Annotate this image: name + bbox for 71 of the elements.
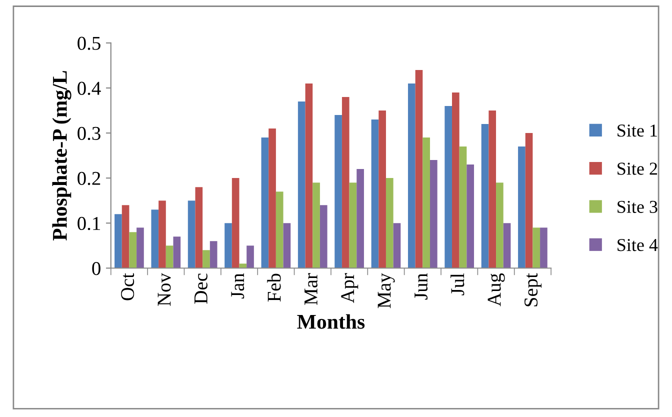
bar <box>371 120 379 268</box>
x-tick-label: Jan <box>231 273 244 299</box>
x-tick-label: Oct <box>121 273 134 300</box>
bar <box>466 164 474 268</box>
legend-label: Site 1 <box>618 124 657 137</box>
bar <box>444 106 452 268</box>
bar <box>158 200 166 268</box>
bar <box>320 205 328 268</box>
bar <box>503 223 511 268</box>
y-tick-label: 0.4 <box>78 82 101 96</box>
bar <box>386 178 394 268</box>
bar <box>151 210 159 268</box>
bar <box>459 146 467 268</box>
legend-label: Site 2 <box>618 162 658 175</box>
bar <box>540 228 548 268</box>
bar <box>481 124 489 268</box>
y-tick-label: 0.1 <box>78 216 100 230</box>
bar <box>195 187 203 268</box>
x-tick-label: Mar <box>304 273 318 305</box>
bar <box>349 182 357 268</box>
bar <box>430 160 438 268</box>
bar <box>415 70 423 268</box>
bar <box>393 223 401 268</box>
bar <box>422 138 430 268</box>
x-axis-title: Months <box>297 314 365 329</box>
y-tick-label: 0.3 <box>78 126 100 140</box>
bar <box>210 241 218 268</box>
y-tick-label: 0.2 <box>78 172 100 186</box>
x-tick-label: Apr <box>341 273 358 304</box>
bar <box>342 96 350 268</box>
bar <box>276 192 284 268</box>
x-tick-label: Feb <box>267 274 281 302</box>
x-tick-label: Aug <box>488 273 505 306</box>
bar <box>136 228 144 268</box>
x-tick-label: May <box>378 273 395 308</box>
y-tick-label: 0 <box>92 262 100 276</box>
bar <box>268 128 276 268</box>
bar <box>114 214 122 268</box>
x-tick-label: Jul <box>450 273 464 296</box>
bar <box>334 115 342 268</box>
bar <box>202 250 210 268</box>
bar <box>129 232 137 268</box>
x-tick-label: Jun <box>414 273 428 300</box>
x-tick-label: Dec <box>194 274 208 304</box>
bar <box>173 236 181 268</box>
bar <box>298 102 306 268</box>
bar <box>305 83 313 268</box>
bar <box>378 110 386 268</box>
bar <box>261 138 269 268</box>
legend-label: Site 4 <box>618 238 658 252</box>
bar <box>224 223 232 268</box>
bar <box>246 246 254 268</box>
bar <box>232 178 240 268</box>
bar <box>525 133 533 268</box>
legend-label: Site 3 <box>618 200 658 213</box>
bar <box>452 92 460 268</box>
bar <box>122 205 130 268</box>
x-tick-label: Sept <box>524 273 542 306</box>
bar <box>356 169 364 268</box>
bar <box>532 228 540 268</box>
bar <box>188 200 196 268</box>
y-axis-title: Phosphate-P (mg/L <box>52 71 72 241</box>
y-tick-label: 0.5 <box>78 36 100 50</box>
bar <box>518 146 526 268</box>
bar <box>488 110 496 268</box>
x-tick-label: Nov <box>158 272 171 306</box>
bar <box>312 182 320 268</box>
bar <box>283 223 291 268</box>
bar <box>166 246 174 268</box>
bar <box>496 182 504 268</box>
bar <box>408 83 416 268</box>
